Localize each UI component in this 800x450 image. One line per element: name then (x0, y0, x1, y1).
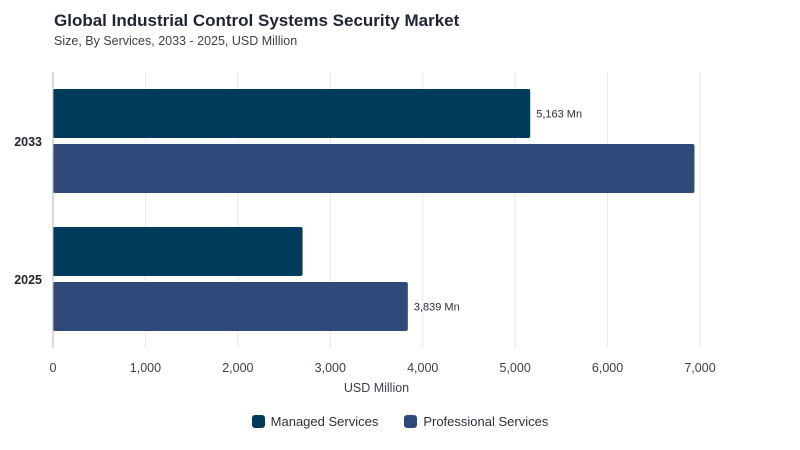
chart-title: Global Industrial Control Systems Securi… (54, 11, 460, 30)
x-tick-label-5000: 5,000 (500, 361, 531, 375)
x-axis-title: USD Million (344, 381, 409, 395)
category-label-2033: 2033 (14, 135, 42, 149)
x-tick-label-7000: 7,000 (684, 361, 715, 375)
bar-managed-services-2025 (53, 227, 303, 276)
chart-subtitle: Size, By Services, 2033 - 2025, USD Mill… (54, 34, 298, 48)
bar-professional-services-2033 (53, 144, 695, 193)
legend-item-managed-services[interactable]: Managed Services (251, 414, 379, 429)
bar-managed-services-2033 (53, 89, 531, 138)
x-tick-label-2000: 2,000 (222, 361, 253, 375)
legend-item-professional-services[interactable]: Professional Services (404, 414, 548, 429)
x-tick-label-4000: 4,000 (407, 361, 438, 375)
legend-swatch-managed-services (251, 415, 265, 428)
bar-professional-services-2025 (53, 282, 408, 331)
legend-label-professional-services: Professional Services (423, 414, 549, 429)
x-tick-label-3000: 3,000 (315, 361, 346, 375)
category-label-2025: 2025 (14, 273, 42, 287)
chart-legend: Managed Services Professional Services (0, 414, 800, 429)
data-label-2025-1: 3,839 Mn (414, 302, 460, 314)
data-label-2033-0: 5,163 Mn (536, 109, 582, 121)
x-tick-label-1000: 1,000 (130, 361, 161, 375)
x-tick-label-0: 0 (50, 361, 57, 375)
legend-label-managed-services: Managed Services (270, 414, 379, 429)
x-tick-label-6000: 6,000 (592, 361, 623, 375)
legend-swatch-professional-services (404, 415, 418, 428)
